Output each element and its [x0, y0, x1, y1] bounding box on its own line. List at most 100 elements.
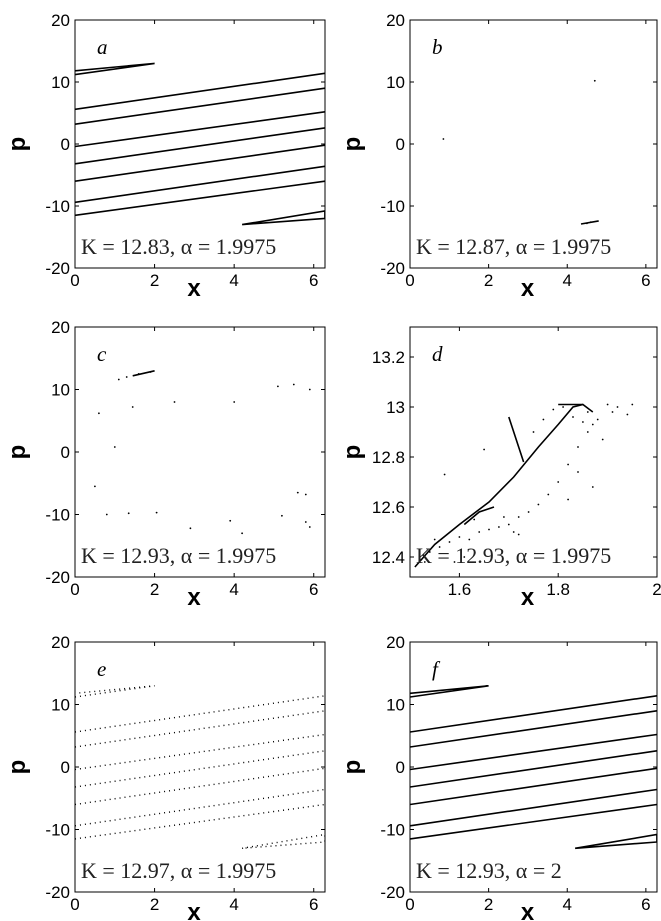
orbit-point	[532, 431, 535, 433]
orbit-point	[113, 446, 116, 448]
orbit-curve	[574, 833, 657, 850]
orbit-point	[304, 493, 307, 496]
y-tick-label: 10	[51, 381, 70, 400]
orbit-point	[626, 413, 629, 416]
orbit-curve	[75, 72, 325, 111]
x-tick-label: 1.6	[448, 580, 472, 599]
x-axis-label: x	[521, 899, 535, 921]
orbit-point	[308, 526, 311, 528]
orbit-curve	[580, 220, 599, 225]
orbit-point	[448, 541, 451, 543]
orbit-curve	[508, 416, 525, 463]
x-tick-label: 0	[405, 895, 414, 914]
x-tick-label: 2	[150, 271, 159, 290]
orbit-dotted-curve	[75, 767, 325, 806]
x-tick-label: 6	[641, 895, 650, 914]
panel-c: 0 2 4 6 20 10 0 -10 -20 x p c K = 12.93, α = 1.9975	[4, 318, 326, 611]
y-tick-label: -20	[380, 259, 405, 278]
orbit-point	[547, 493, 550, 496]
orbit-curve	[75, 127, 325, 165]
parameter-annotation: K = 12.93, α = 1.9975	[81, 543, 276, 568]
orbit-curve	[75, 111, 325, 148]
orbit-dotted-curve	[75, 685, 155, 698]
y-axis-label: p	[339, 760, 366, 775]
plot-frame	[409, 641, 658, 893]
x-tick-label: 0	[70, 271, 79, 290]
orbit-curve	[241, 210, 325, 226]
y-axis-label: p	[4, 760, 31, 775]
orbit-point	[463, 556, 466, 558]
y-axis-label: p	[339, 137, 366, 152]
y-tick-label: 12.8	[372, 448, 405, 467]
y-axis-label: p	[4, 445, 31, 460]
x-tick-label: 6	[309, 580, 318, 599]
orbit-point	[428, 551, 431, 553]
orbit-point	[233, 401, 236, 403]
orbit-point	[483, 448, 485, 451]
orbit-point	[478, 531, 481, 533]
orbit-point	[586, 222, 588, 225]
orbit-dotted-curve	[75, 695, 325, 733]
x-tick-label: 4	[229, 271, 238, 290]
orbit-point	[149, 371, 152, 373]
panel-label: e	[97, 657, 106, 681]
orbit-point	[586, 431, 589, 433]
x-tick-label: 0	[70, 580, 79, 599]
x-tick-label: 4	[229, 895, 238, 914]
orbit-dotted-curve	[75, 803, 325, 840]
orbit-curve	[463, 506, 495, 526]
orbit-point	[127, 512, 130, 515]
plot-content	[75, 62, 325, 226]
panel-label: c	[97, 342, 107, 366]
orbit-point	[131, 406, 134, 408]
orbit-curve	[410, 788, 657, 827]
x-tick-label: 2	[484, 271, 493, 290]
y-tick-label: -10	[380, 197, 405, 216]
y-tick-label: 10	[386, 696, 405, 715]
plot-frame	[74, 326, 326, 578]
plot-frame	[409, 19, 658, 269]
orbit-point	[591, 423, 594, 426]
x-tick-label: 4	[563, 271, 572, 290]
orbit-point	[611, 411, 614, 413]
y-tick-label: 0	[396, 135, 405, 154]
orbit-point	[577, 446, 579, 448]
y-axis-label: p	[4, 137, 31, 152]
orbit-point	[542, 418, 545, 421]
orbit-point	[606, 403, 609, 406]
x-axis-label: x	[187, 899, 201, 921]
orbit-point	[241, 532, 244, 535]
orbit-point	[98, 412, 100, 415]
orbit-point	[438, 546, 441, 548]
y-tick-label: -20	[380, 883, 405, 902]
orbit-point	[296, 491, 299, 494]
x-tick-label: 2	[150, 895, 159, 914]
orbit-curve	[75, 165, 325, 204]
plot-frame	[74, 641, 326, 893]
y-tick-label: 10	[51, 73, 70, 92]
y-tick-label: 10	[386, 73, 405, 92]
orbit-point	[94, 485, 96, 488]
panel-b: 0 2 4 6 20 10 0 -10 -20 x p b K = 12.87, α = 1.9975	[339, 11, 658, 302]
y-tick-label: -20	[45, 883, 70, 902]
panel-label: f	[432, 657, 441, 681]
x-tick-label: 4	[229, 580, 238, 599]
orbit-point	[552, 408, 555, 411]
x-axis-label: x	[521, 275, 535, 302]
x-tick-label: 1.8	[546, 580, 570, 599]
y-tick-label: 10	[51, 696, 70, 715]
orbit-point	[567, 498, 569, 501]
panel-a: 0 2 4 6 20 10 0 -10 -20 x p a K = 12.83, α = 1.9975	[4, 11, 326, 302]
orbit-point	[591, 486, 594, 488]
orbit-point	[105, 513, 108, 516]
panel-f: 0 2 4 6 20 10 0 -10 -20 x p f K = 12.93, α = 2	[339, 633, 658, 921]
orbit-point	[562, 406, 564, 408]
orbit-point	[442, 138, 445, 140]
orbit-point	[125, 376, 128, 378]
orbit-point	[507, 523, 510, 526]
orbit-point	[304, 521, 307, 523]
y-tick-label: 20	[51, 318, 70, 337]
plot-content	[94, 370, 311, 535]
orbit-point	[596, 418, 599, 421]
